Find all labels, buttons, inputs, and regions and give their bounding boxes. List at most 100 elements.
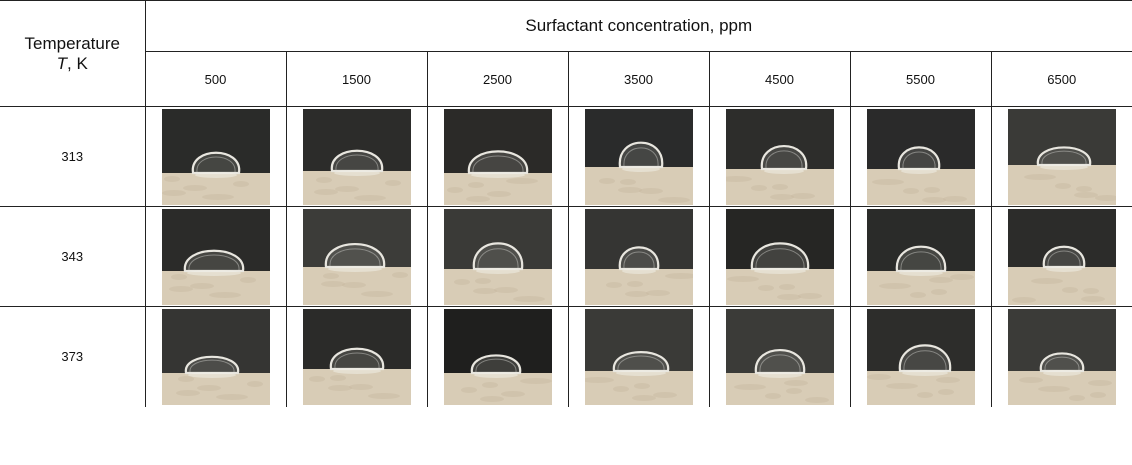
substrate-texture [512,295,545,302]
droplet [324,242,385,268]
droplet-reflection [333,169,380,176]
droplet-photo [302,308,411,405]
concentration-header: 6500 [990,51,1132,107]
droplet-photo [725,308,834,405]
droplet-photo [1007,208,1116,305]
substrate-texture [453,278,470,285]
substrate-texture [1018,376,1043,383]
photo-background [443,308,552,373]
droplet [1042,245,1085,268]
substrate-texture [617,186,642,193]
droplet [329,347,384,370]
substrate-texture [329,374,346,381]
photo-background [866,308,975,371]
photo-background [161,308,270,373]
droplet-highlight [195,156,236,172]
substrate-texture [308,375,325,382]
droplet [754,348,805,374]
photo-background [302,208,411,267]
photo-background [584,108,693,167]
substrate-texture [493,286,518,293]
substrate-texture [909,291,926,298]
substrate-texture [725,175,752,182]
substrate-texture [783,379,808,386]
substrate-texture [239,276,256,283]
droplet-highlight [1047,250,1081,266]
droplet-photo [443,108,552,205]
substrate-texture [633,382,650,389]
droplet-highlight [622,146,659,166]
droplet-photo [1007,308,1116,405]
substrate-texture [481,381,498,388]
substrate-texture [232,180,249,187]
droplet [1036,145,1091,166]
substrate-texture [804,396,829,403]
substrate-texture [1061,286,1078,293]
droplet [183,249,244,272]
droplet-photo [584,308,693,405]
droplet-highlight [188,359,235,372]
photo-substrate [725,372,834,405]
photo-background [302,308,411,369]
droplet-reflection [615,369,666,376]
droplet-photo [161,108,270,205]
substrate-texture [638,187,663,194]
substrate-texture [657,196,690,203]
photo-cell [426,206,569,307]
substrate-texture [327,384,352,391]
droplet-photo [866,308,975,405]
droplet [184,355,239,374]
temperature-value: 313 [0,106,146,207]
droplet-photo [1007,108,1116,205]
droplet-reflection [621,165,660,172]
droplet-reflection [763,167,804,174]
photo-substrate [725,168,834,205]
photo-background [725,108,834,169]
substrate-texture [645,289,670,296]
photo-cell [144,106,287,207]
photo-cell [708,306,851,407]
droplet-photo [725,208,834,305]
photo-substrate [161,372,270,405]
temperature-unit: , K [67,53,88,73]
temperature-symbol: T [56,53,68,73]
droplet [750,241,809,270]
contact-angle-table: Temperature T, K Surfactant concentratio… [0,0,1132,407]
photo-substrate [866,370,975,405]
photo-cell [990,206,1132,307]
photo-substrate [584,370,693,405]
substrate-texture [182,184,207,191]
droplet [618,245,659,270]
droplet-highlight [758,354,801,372]
substrate-texture [769,193,794,200]
photo-background [866,208,975,271]
droplet-highlight [333,352,380,368]
droplet-reflection [332,367,381,374]
substrate-texture [246,380,263,387]
droplet [191,151,240,174]
photo-background [584,208,693,269]
substrate-texture [1030,277,1063,284]
droplet-photo [443,308,552,405]
photo-substrate [302,368,411,405]
substrate-texture [902,187,919,194]
droplet-photo [584,208,693,305]
substrate-texture [619,178,636,185]
droplet-photo [161,208,270,305]
photo-background [1007,108,1116,165]
droplet-highlight [902,350,947,370]
substrate-texture [771,183,788,190]
photo-background [161,208,270,271]
substrate-texture [500,390,525,397]
substrate-texture [785,387,802,394]
photo-substrate [302,266,411,305]
droplet-reflection [900,167,937,174]
droplet-highlight [901,151,936,168]
substrate-texture [726,275,759,282]
substrate-texture [866,373,891,380]
droplet-photo [866,208,975,305]
droplet-highlight [334,154,379,170]
substrate-texture [472,287,497,294]
substrate-texture [348,383,373,390]
substrate-texture [921,196,946,203]
